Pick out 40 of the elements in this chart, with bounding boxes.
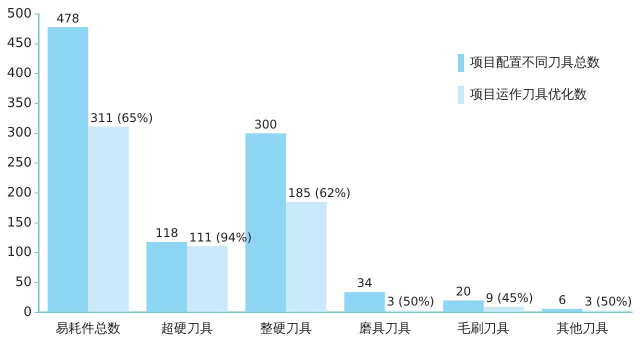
data-label: 300 — [254, 117, 278, 132]
legend-label: 项目运作刀具优化数 — [470, 87, 587, 102]
bar — [48, 27, 88, 312]
data-label: 34 — [356, 276, 372, 290]
x-tick-label: 磨具刀具 — [358, 322, 411, 337]
bar — [88, 126, 129, 312]
y-tick-label: 350 — [6, 96, 32, 111]
y-tick-label: 50 — [15, 274, 32, 290]
bar — [146, 242, 188, 312]
bar — [344, 292, 385, 312]
y-tick-label: 450 — [6, 36, 32, 52]
bar — [286, 202, 327, 312]
data-label: 111 (94%) — [189, 230, 252, 244]
x-tick-label: 易耗件总数 — [56, 322, 121, 337]
bar — [542, 308, 583, 312]
y-tick-label: 300 — [6, 126, 32, 141]
x-tick-label: 整硬刀具 — [260, 322, 312, 337]
y-tick-label: 0 — [24, 304, 32, 320]
y-tick-label: 100 — [6, 245, 32, 260]
x-tick-label: 其他刀具 — [556, 322, 609, 337]
bar — [484, 307, 524, 312]
y-tick-label: 400 — [6, 66, 32, 82]
y-tick-label: 500 — [6, 6, 32, 22]
legend-label: 项目配置不同刀具总数 — [470, 55, 600, 70]
x-tick-label: 毛刷刀具 — [458, 322, 510, 337]
data-label: 185 (62%) — [288, 186, 351, 200]
y-tick-label: 150 — [6, 215, 32, 230]
data-label: 3 (50%) — [584, 294, 632, 309]
data-label: 20 — [456, 284, 472, 299]
y-tick-label: 200 — [6, 185, 32, 200]
x-tick-label: 超硬刀具 — [161, 322, 214, 337]
data-label: 478 — [56, 11, 80, 26]
data-label: 9 (45%) — [486, 291, 534, 306]
bar — [187, 246, 228, 312]
y-tick-label: 250 — [6, 156, 32, 171]
data-label: 311 (65%) — [90, 110, 154, 125]
data-label: 6 — [558, 292, 566, 307]
data-label: 118 — [155, 226, 178, 240]
data-label: 3 (50%) — [386, 294, 434, 309]
bar — [443, 300, 484, 312]
